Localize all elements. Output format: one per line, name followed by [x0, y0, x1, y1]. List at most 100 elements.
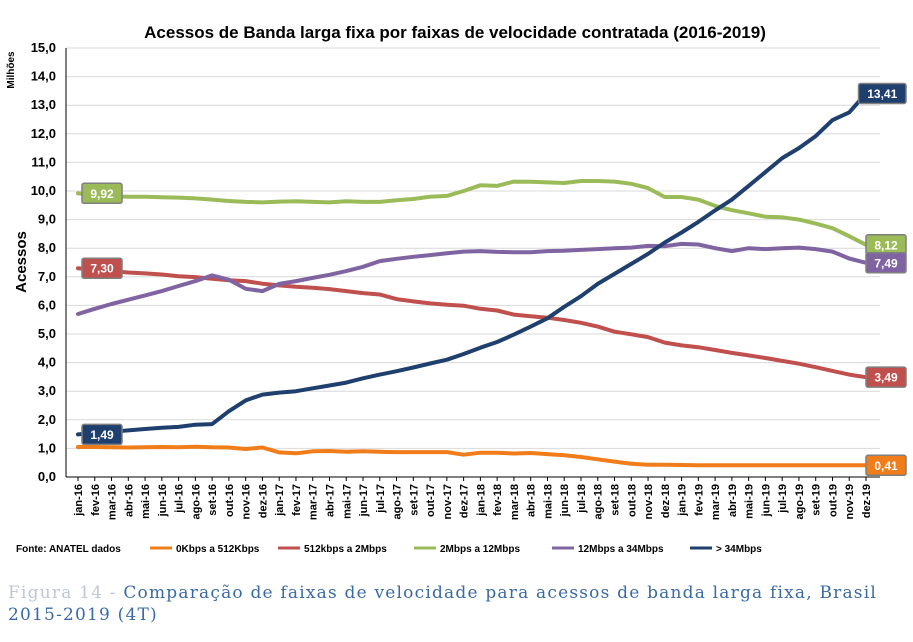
x-tick-label: abr-19	[727, 484, 739, 517]
x-tick-labels: jan-16 fev-16 mar-16 abr-16 mai-16 jun-16 jul-…	[73, 484, 873, 520]
x-tick-label: nov-16	[241, 484, 253, 519]
y-tick-labels: 0,0 1,0 2,0 3,0 4,0 5,0 6,0 7,0 8,0 9,0 10,0 11,0 12…	[31, 40, 56, 484]
source-note: Fonte: ANATEL dados	[16, 544, 121, 555]
x-tick-label: mar-17	[308, 484, 320, 520]
figure-caption: Figura 14 - Comparação de faixas de velo…	[8, 582, 908, 626]
x-tick-label: out-16	[224, 484, 236, 517]
x-tick-label: fev-18	[492, 484, 504, 516]
legend: 0Kbps a 512Kbps 512kbps a 2Mbps 2Mbps a 12…	[150, 544, 762, 555]
series-line	[76, 444, 868, 468]
x-tick-label: set-17	[408, 484, 420, 516]
start-data-label-box	[81, 423, 123, 446]
x-tick-label: ago-17	[392, 484, 404, 519]
end-data-label-box	[865, 454, 907, 477]
x-tick-label: mar-19	[710, 484, 722, 520]
y-tick-label: 4,0	[38, 355, 56, 370]
series-line	[76, 241, 868, 316]
data-labels: 0,41 7,30 3,49 9,92 8,12 7,49 1,49 13,41	[81, 82, 907, 477]
x-tick-label: jul-16	[174, 484, 186, 514]
x-tick-label: jun-19	[760, 484, 772, 517]
y-tick-label: 0,0	[38, 469, 56, 484]
x-tick-label: set-19	[811, 484, 823, 516]
x-tick-label: mai-17	[341, 484, 353, 519]
y-tick-label: 15,0	[31, 40, 56, 55]
legend-entry: 512kbps a 2Mbps	[304, 544, 387, 555]
x-tick-label: fev-19	[693, 484, 705, 516]
caption-prefix: Figura 14 -	[8, 583, 117, 603]
end-data-label: 3,49	[874, 371, 898, 385]
start-data-label-box	[81, 257, 123, 279]
x-tick-label: dez-16	[257, 484, 269, 518]
x-tick-label: mai-19	[744, 484, 756, 519]
x-tick-label: jul-19	[777, 484, 789, 514]
chart-area: Acessos de Banda larga fixa por faixas d…	[6, 23, 907, 555]
start-data-label: 7,30	[90, 262, 114, 276]
x-tick-label: jun-16	[157, 484, 169, 517]
x-tick-label: nov-17	[442, 484, 454, 519]
axes	[65, 48, 880, 481]
legend-entry: 12Mbps a 34Mbps	[578, 544, 664, 555]
x-tick-label: jun-18	[559, 484, 571, 517]
line-chart: Acessos de Banda larga fixa por faixas d…	[6, 23, 907, 555]
x-tick-label: jul-17	[375, 484, 387, 514]
y-tick-label: 1,0	[38, 440, 56, 455]
x-tick-label: fev-17	[291, 484, 303, 516]
series-lines	[76, 91, 868, 468]
y-tick-label: 11,0	[31, 154, 56, 169]
x-tick-label: abr-17	[324, 484, 336, 517]
x-tick-label: nov-19	[844, 484, 856, 519]
end-data-label-box	[865, 366, 907, 388]
y-tick-label: 3,0	[38, 383, 56, 398]
end-data-label: 0,41	[874, 459, 898, 473]
x-tick-label: jan-17	[274, 484, 286, 517]
x-tick-label: jan-16	[73, 484, 85, 517]
caption-text: Comparação de faixas de velocidade para …	[8, 583, 878, 625]
start-data-label-box	[81, 182, 123, 205]
y-tick-label: 12,0	[31, 126, 56, 141]
x-tick-label: mai-18	[542, 484, 554, 519]
start-data-label: 9,92	[90, 187, 114, 201]
x-tick-label: out-17	[425, 484, 437, 517]
x-tick-label: set-18	[610, 484, 622, 516]
x-tick-label: abr-18	[526, 484, 538, 517]
series-line	[76, 91, 868, 437]
x-tick-label: dez-18	[660, 484, 672, 518]
x-tick-label: out-18	[626, 484, 638, 517]
x-tick-label: jan-18	[475, 484, 487, 517]
x-tick-label: dez-19	[861, 484, 873, 518]
x-tick-label: dez-17	[459, 484, 471, 518]
y-tick-label: 13,0	[31, 97, 56, 112]
y-unit-label: Milhões	[6, 51, 17, 89]
x-tick-label: ago-16	[190, 484, 202, 519]
x-tick-label: ago-18	[593, 484, 605, 519]
x-tick-label: mai-16	[140, 484, 152, 519]
x-tick-label: mar-16	[107, 484, 119, 520]
x-tick-label: abr-16	[123, 484, 135, 517]
x-tick-label: jan-19	[677, 484, 689, 517]
end-data-label: 8,12	[874, 238, 898, 252]
y-tick-label: 2,0	[38, 412, 56, 427]
end-data-label: 13,41	[867, 87, 897, 101]
x-tick-label: jun-17	[358, 484, 370, 517]
x-tick-label: ago-19	[794, 484, 806, 519]
legend-entry: 0Kbps a 512Kbps	[176, 544, 260, 555]
y-axis-label: Acessos	[13, 231, 30, 293]
legend-entry: 2Mbps a 12Mbps	[440, 544, 520, 555]
legend-entry: > 34Mbps	[716, 544, 762, 555]
x-tick-label: mar-18	[509, 484, 521, 520]
x-tick-label: fev-16	[90, 484, 102, 516]
x-tick-label: nov-18	[643, 484, 655, 519]
y-tick-label: 8,0	[38, 240, 56, 255]
start-data-label: 1,49	[90, 428, 114, 442]
y-tick-label: 14,0	[31, 69, 56, 84]
chart-title: Acessos de Banda larga fixa por faixas d…	[144, 23, 766, 42]
end-data-label-box	[857, 82, 907, 105]
end-data-label-box	[865, 252, 907, 274]
series-line	[76, 266, 868, 380]
end-data-label: 7,49	[874, 256, 898, 270]
series-line	[76, 179, 868, 247]
y-tick-label: 5,0	[38, 326, 56, 341]
x-tick-label: set-16	[207, 484, 219, 516]
y-tick-label: 10,0	[31, 183, 56, 198]
y-tick-label: 7,0	[38, 269, 56, 284]
